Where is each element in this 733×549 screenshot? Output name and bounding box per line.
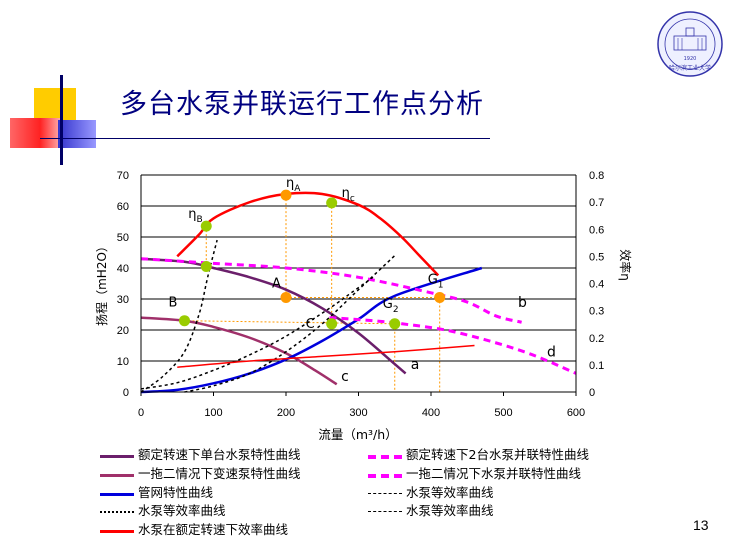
- legend-swatch: [368, 493, 402, 494]
- curve-label-b: b: [518, 295, 527, 311]
- legend-swatch: [368, 511, 402, 512]
- pump-parallel-chart: 0 10 20 30 40 50 60 70 0 0.1 0.2 0.3 0.4 0.5 0.6 0.7 0.8…: [94, 170, 633, 440]
- markers: [179, 189, 446, 330]
- legend-swatch: [368, 455, 402, 459]
- legend-swatch: [100, 511, 134, 513]
- series-line-9: [177, 344, 475, 368]
- point-label: ηc: [342, 186, 355, 204]
- y-right-tick-label: 0.1: [589, 360, 604, 372]
- x-axis-label: 流量（m³/h）: [318, 427, 397, 440]
- legend-label: 额定转速下2台水泵并联特性曲线: [406, 447, 589, 462]
- marker-point: [200, 260, 212, 272]
- annotation-labels: ηA ηc ηB G1 A G2 C Ba b c d: [169, 176, 556, 385]
- series-line-2: [140, 266, 483, 394]
- x-tick-label: 0: [138, 407, 144, 419]
- helper-lines: [184, 195, 441, 392]
- point-label: A: [272, 276, 281, 291]
- y-left-tick-label: 70: [117, 170, 129, 182]
- legend-swatch: [368, 474, 402, 478]
- series-line-6: [140, 276, 374, 390]
- legend-swatch: [100, 474, 134, 477]
- seal-text: 哈尔滨工业大学: [669, 64, 711, 72]
- legend-label: 水泵等效率曲线: [138, 503, 226, 518]
- y-axis-right-label: 效率η: [618, 249, 633, 281]
- marker-B: [179, 315, 190, 327]
- y-right-tick-label: 0.6: [589, 224, 604, 236]
- helper-line: [184, 320, 395, 325]
- legend-label: 水泵等效率曲线: [406, 485, 494, 500]
- y-right-tick-label: 0.3: [589, 306, 604, 318]
- y-right-tick-label: 0.2: [589, 333, 604, 345]
- point-label: C: [306, 317, 315, 332]
- marker-A: [280, 291, 292, 303]
- x-tick-label: 200: [277, 407, 295, 419]
- legend-swatch: [100, 530, 134, 533]
- slide-title: 多台水泵并联运行工作点分析: [120, 89, 484, 120]
- legend-label: 一拖二情况下水泵并联特性曲线: [406, 466, 582, 481]
- legend-label: 一拖二情况下变速泵特性曲线: [138, 466, 301, 481]
- legend-label: 水泵等效率曲线: [406, 503, 494, 518]
- y-left-tick-label: 40: [117, 263, 129, 275]
- y-axis-left-label: 扬程（mH2O）: [94, 240, 109, 326]
- y-left-tick-label: 30: [117, 294, 129, 306]
- y-right-tick-label: 0.5: [589, 251, 604, 263]
- curve-label-c: c: [341, 369, 349, 385]
- curve-label-a: a: [411, 357, 420, 373]
- corner-vertical-line: [60, 75, 63, 165]
- series-line-5: [140, 239, 218, 393]
- legend-swatch: [100, 493, 134, 496]
- x-tick-label: 400: [422, 407, 440, 419]
- x-tick-label: 300: [349, 407, 367, 419]
- y-left-tick-label: 60: [117, 201, 129, 213]
- legend-swatch: [100, 455, 134, 458]
- axes: 0 10 20 30 40 50 60 70 0 0.1 0.2 0.3 0.4 0.5 0.6 0.7 0.8…: [117, 170, 605, 419]
- series-line-3: [140, 257, 522, 324]
- corner-blue-block: [58, 120, 96, 148]
- point-label: ηA: [286, 176, 301, 194]
- grid-lines: [141, 174, 576, 362]
- slide-number: 13: [693, 517, 709, 533]
- y-right-tick-label: 0.4: [589, 279, 604, 291]
- y-right-tick-label: 0: [589, 387, 595, 399]
- marker-ηc: [326, 197, 338, 209]
- y-right-tick-label: 0.7: [589, 197, 604, 209]
- university-seal-icon: 1920 哈尔滨工业大学: [657, 11, 723, 77]
- x-tick-label: 600: [567, 407, 585, 419]
- legend-label: 额定转速下单台水泵特性曲线: [138, 447, 301, 462]
- point-label: B: [169, 296, 178, 311]
- x-tick-label: 500: [494, 407, 512, 419]
- point-label: G2: [383, 297, 399, 315]
- point-label: ηB: [188, 207, 202, 225]
- y-left-tick-label: 50: [117, 232, 129, 244]
- series-layer: [140, 191, 577, 394]
- y-left-tick-label: 10: [117, 356, 129, 368]
- y-left-tick-label: 0: [123, 387, 129, 399]
- seal-year: 1920: [684, 56, 697, 62]
- point-label: G1: [428, 272, 444, 290]
- y-right-tick-label: 0.8: [589, 170, 604, 182]
- series-line-4: [329, 316, 577, 375]
- marker-G2: [389, 318, 401, 330]
- x-tick-label: 100: [204, 407, 222, 419]
- marker-ηB: [200, 220, 212, 232]
- marker-ηA: [280, 189, 292, 201]
- series-line-7: [184, 255, 396, 393]
- curve-label-d: d: [547, 344, 556, 360]
- marker-G1: [434, 291, 446, 303]
- corner-red-block: [10, 118, 60, 148]
- marker-C: [326, 318, 338, 330]
- legend-label: 管网特性曲线: [138, 485, 214, 500]
- y-left-tick-label: 20: [117, 325, 129, 337]
- corner-horizontal-line: [40, 138, 490, 139]
- legend-label: 水泵在额定转速下效率曲线: [138, 522, 289, 537]
